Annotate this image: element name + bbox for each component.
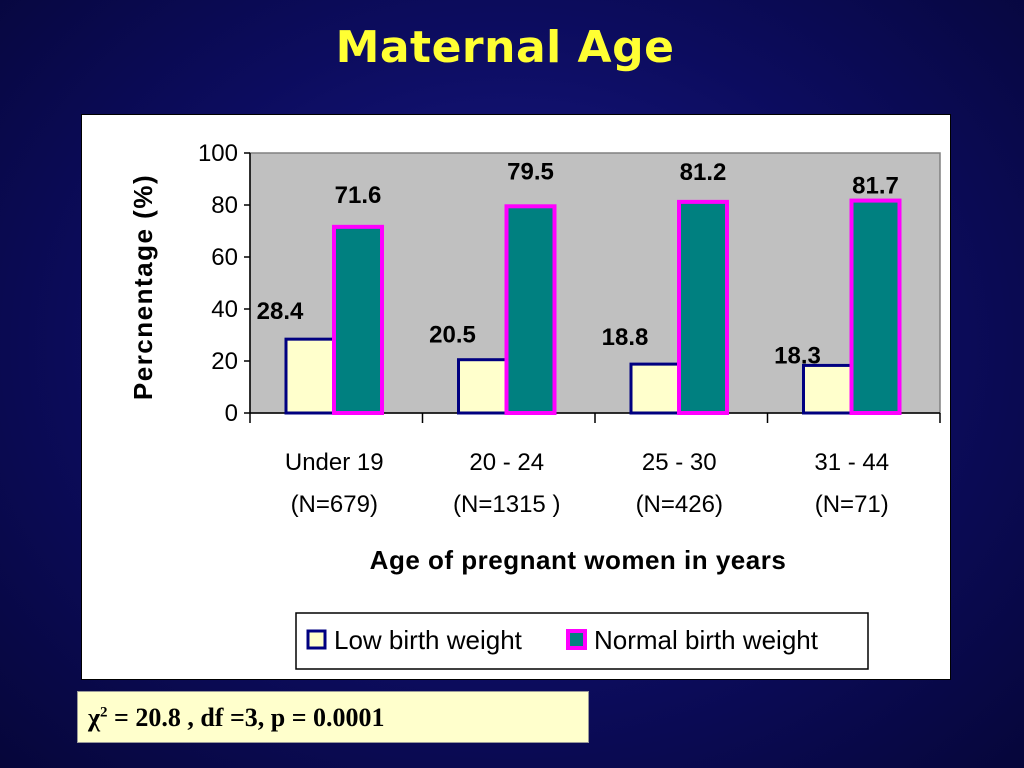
- chi-superscript: 2: [100, 704, 108, 721]
- y-axis-title: Percnentage (%): [128, 174, 158, 400]
- legend-swatch: [306, 629, 327, 650]
- data-label: 18.8: [602, 324, 649, 351]
- bar-low-birth-weight: [284, 337, 336, 415]
- slide-title: Maternal Age: [335, 22, 675, 73]
- legend-swatch: [566, 629, 587, 650]
- bar-low-birth-weight: [629, 362, 681, 415]
- x-tick-label-n: (N=71): [815, 491, 889, 518]
- chi-symbol: χ: [88, 703, 101, 732]
- y-tick-label: 0: [225, 400, 238, 427]
- data-label: 81.2: [680, 159, 727, 186]
- legend-label: Low birth weight: [334, 625, 523, 655]
- bar-normal-birth-weight: [332, 224, 384, 415]
- legend-label: Normal birth weight: [594, 625, 819, 655]
- data-label: 28.4: [257, 298, 304, 325]
- bar-chart: 0 20 40 60 80 100 Under 19 (N=679) 20 - 24 (N=131…: [128, 140, 941, 670]
- bar-low-birth-weight: [457, 358, 508, 415]
- x-tick-label: 31 - 44: [814, 449, 889, 476]
- bar-low-birth-weight: [802, 363, 853, 415]
- bar-normal-birth-weight: [504, 204, 557, 415]
- x-axis-title: Age of pregnant women in years: [370, 545, 787, 575]
- y-tick-label: 100: [198, 140, 238, 167]
- data-label: 79.5: [507, 158, 554, 185]
- x-tick-label-n: (N=1315 ): [453, 491, 560, 518]
- data-label: 20.5: [429, 322, 476, 349]
- data-label: 18.3: [774, 342, 821, 369]
- chi-square-text: = 20.8 , df =3, p = 0.0001: [107, 703, 385, 732]
- x-tick-label-n: (N=426): [636, 491, 723, 518]
- chi-square-result: χ2 = 20.8 , df =3, p = 0.0001: [77, 691, 589, 743]
- x-tick-label: 20 - 24: [469, 449, 544, 476]
- y-tick-label: 60: [211, 244, 238, 271]
- bar-normal-birth-weight: [849, 198, 902, 415]
- x-tick-label-n: (N=679): [291, 491, 378, 518]
- x-tick-label: Under 19: [285, 449, 384, 476]
- bar-normal-birth-weight: [677, 199, 729, 415]
- data-label: 81.7: [852, 173, 899, 200]
- y-tick-label: 20: [211, 348, 238, 375]
- data-label: 71.6: [335, 182, 382, 209]
- x-tick-label: 25 - 30: [642, 449, 717, 476]
- chart-panel: 0 20 40 60 80 100 Under 19 (N=679) 20 - 24 (N=131…: [81, 114, 951, 680]
- y-tick-label: 40: [211, 296, 238, 323]
- y-tick-label: 80: [211, 192, 238, 219]
